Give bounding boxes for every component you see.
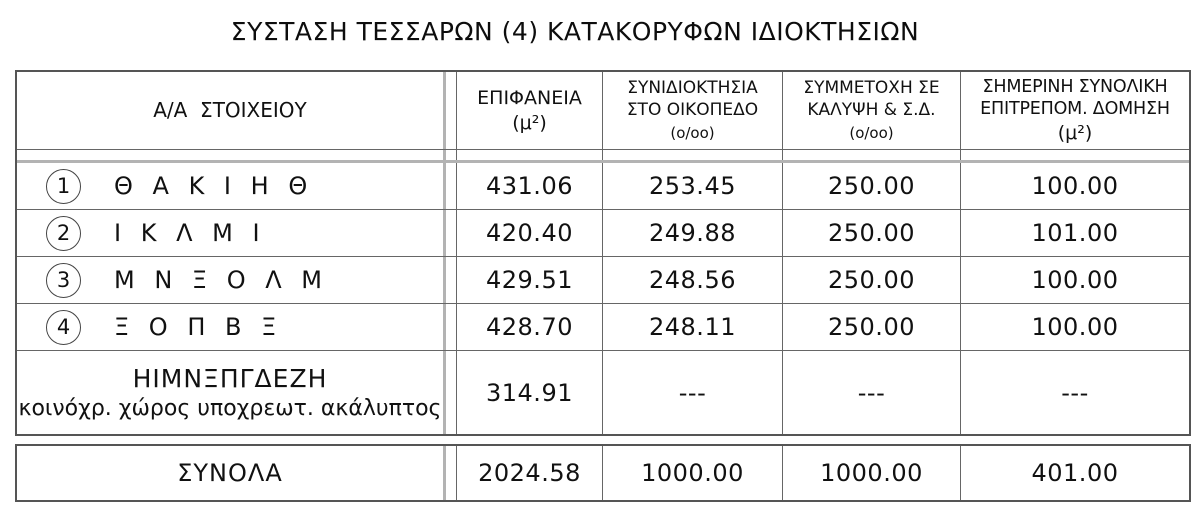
header-allowed-build: ΣΗΜΕΡΙΝΗ ΣΥΝΟΛΙΚΗ ΕΠΙΤΡΕΠΟΜ. ΔΟΜΗΣΗ (μ²)	[961, 72, 1189, 149]
totals-surface-value: 2024.58	[457, 446, 603, 500]
header-surface: ΕΠΙΦΑΝΕΙΑ (μ²)	[457, 72, 603, 149]
table-row: 3 Μ Ν Ξ Ο Λ Μ 429.51 248.56 250.00 100.0…	[17, 257, 1189, 304]
header-coverage-share: ΣΥΜΜΕΤΟΧΗ ΣΕ ΚΑΛΥΨΗ & Σ.Δ. (ο/οο)	[783, 72, 961, 149]
table-row: 1 Θ Α Κ Ι Η Θ 431.06 253.45 250.00 100.0…	[17, 163, 1189, 210]
double-rule-spacer	[446, 304, 457, 350]
allowed-build-value: 100.00	[1031, 172, 1119, 200]
common-area-cell: ΗΙΜΝΞΠΓΔΕΖΗ κοινόχρ. χώρος υποχρεωτ. ακά…	[17, 351, 446, 434]
header-coverage-line2: ΚΑΛΥΨΗ & Σ.Δ.	[807, 99, 936, 120]
surface-value: 431.06	[457, 163, 603, 209]
coverage-share-value: ---	[783, 351, 961, 434]
element-cell: 3 Μ Ν Ξ Ο Λ Μ	[17, 257, 446, 303]
surface-value: 314.91	[457, 351, 603, 434]
totals-coverage-share-value: 1000.00	[783, 446, 961, 500]
double-rule-spacer	[446, 163, 457, 209]
header-element-id: Α/Α ΣΤΟΙΧΕΙΟΥ	[17, 72, 446, 149]
element-cell: 1 Θ Α Κ Ι Η Θ	[17, 163, 446, 209]
allowed-build-value: 100.00	[1031, 266, 1119, 294]
totals-plot-share-value: 1000.00	[603, 446, 783, 500]
plot-share-value: ---	[603, 351, 783, 434]
double-rule-spacer	[446, 446, 457, 500]
header-allowed-build-unit: (μ²)	[1057, 121, 1093, 144]
allowed-build-value: 101.00	[1031, 219, 1119, 247]
double-rule-spacer	[446, 72, 457, 149]
header-allowed-build-line1: ΣΗΜΕΡΙΝΗ ΣΥΝΟΛΙΚΗ	[982, 76, 1168, 97]
document-title: ΣΥΣΤΑΣΗ ΤΕΣΣΑΡΩΝ (4) ΚΑΤΑΚΟΡΥΦΩΝ ΙΔΙΟΚΤΗ…	[230, 17, 920, 46]
header-coverage-unit: (ο/οο)	[849, 123, 894, 142]
coverage-share-value: 250.00	[783, 257, 961, 303]
allowed-build-value: ---	[1061, 378, 1089, 407]
coverage-share-value: 250.00	[783, 210, 961, 256]
row-number-badge: 1	[46, 168, 81, 204]
header-plot-share-unit: (ο/οο)	[670, 123, 715, 142]
row-number-badge: 4	[46, 309, 81, 345]
table-row: 4 Ξ Ο Π Β Ξ 428.70 248.11 250.00 100.00	[17, 304, 1189, 351]
surface-value: 428.70	[457, 304, 603, 350]
row-label: Ξ Ο Π Β Ξ	[114, 313, 283, 341]
header-double-rule	[17, 150, 1189, 163]
common-area-description: κοινόχρ. χώρος υποχρεωτ. ακάλυπτος	[18, 396, 442, 421]
double-rule-spacer	[446, 210, 457, 256]
row-number-badge: 2	[46, 215, 81, 251]
totals-row: ΣΥΝΟΛΑ 2024.58 1000.00 1000.00 401.00	[17, 446, 1189, 500]
plot-share-value: 249.88	[603, 210, 783, 256]
table-header-row: Α/Α ΣΤΟΙΧΕΙΟΥ ΕΠΙΦΑΝΕΙΑ (μ²) ΣΥΝΙΔΙΟΚΤΗΣ…	[17, 72, 1189, 150]
table-row: 2 Ι Κ Λ Μ Ι 420.40 249.88 250.00 101.00	[17, 210, 1189, 257]
element-cell: 4 Ξ Ο Π Β Ξ	[17, 304, 446, 350]
header-allowed-build-line2: ΕΠΙΤΡΕΠΟΜ. ΔΟΜΗΣΗ	[980, 99, 1170, 120]
common-area-row: ΗΙΜΝΞΠΓΔΕΖΗ κοινόχρ. χώρος υποχρεωτ. ακά…	[17, 351, 1189, 434]
common-area-label: ΗΙΜΝΞΠΓΔΕΖΗ	[132, 364, 328, 393]
allowed-build-value: 100.00	[1031, 313, 1119, 341]
ownership-table: Α/Α ΣΤΟΙΧΕΙΟΥ ΕΠΙΦΑΝΕΙΑ (μ²) ΣΥΝΙΔΙΟΚΤΗΣ…	[15, 70, 1191, 436]
element-cell: 2 Ι Κ Λ Μ Ι	[17, 210, 446, 256]
double-rule-spacer	[446, 257, 457, 303]
totals-label: ΣΥΝΟΛΑ	[17, 446, 446, 500]
surface-value: 420.40	[457, 210, 603, 256]
plot-share-value: 248.56	[603, 257, 783, 303]
coverage-share-value: 250.00	[783, 304, 961, 350]
totals-allowed-build-value: 401.00	[1031, 459, 1119, 487]
row-number-badge: 3	[46, 262, 81, 298]
totals-table: ΣΥΝΟΛΑ 2024.58 1000.00 1000.00 401.00	[15, 444, 1191, 502]
header-surface-line2: (μ²)	[512, 111, 547, 134]
header-plot-share-line1: ΣΥΝΙΔΙΟΚΤΗΣΙΑ	[627, 78, 758, 99]
row-label: Μ Ν Ξ Ο Λ Μ	[114, 266, 328, 294]
header-plot-share: ΣΥΝΙΔΙΟΚΤΗΣΙΑ ΣΤΟ ΟΙΚΟΠΕΔΟ (ο/οο)	[603, 72, 783, 149]
header-plot-share-line2: ΣΤΟ ΟΙΚΟΠΕΔΟ	[626, 99, 759, 120]
row-label: Ι Κ Λ Μ Ι	[114, 219, 266, 247]
row-label: Θ Α Κ Ι Η Θ	[114, 172, 314, 200]
plot-share-value: 248.11	[603, 304, 783, 350]
plot-share-value: 253.45	[603, 163, 783, 209]
double-rule-spacer	[446, 351, 457, 434]
coverage-share-value: 250.00	[783, 163, 961, 209]
header-surface-line1: ΕΠΙΦΑΝΕΙΑ	[477, 87, 582, 110]
header-coverage-line1: ΣΥΜΜΕΤΟΧΗ ΣΕ	[803, 78, 940, 99]
surface-value: 429.51	[457, 257, 603, 303]
